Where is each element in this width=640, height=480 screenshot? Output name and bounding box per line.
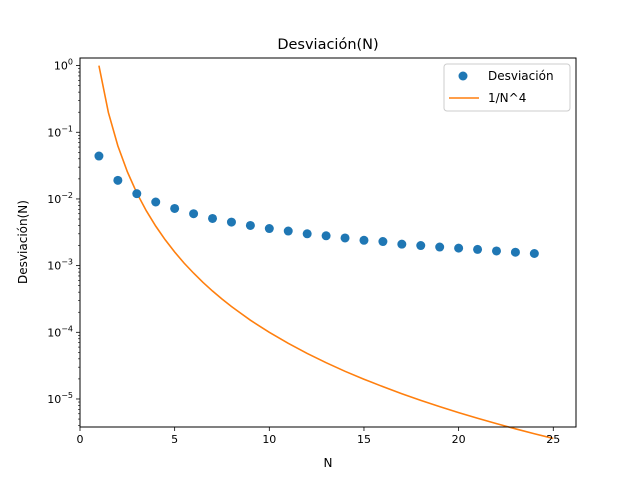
- y-tick-label: 100: [54, 58, 73, 73]
- series-line-inverse-n4: [98, 65, 554, 440]
- data-point-desviacion: [302, 229, 312, 239]
- y-tick-label: 10−2: [47, 191, 73, 206]
- data-point-desviacion: [245, 220, 255, 230]
- x-tick-label: 25: [546, 433, 560, 446]
- legend-box: [443, 63, 571, 112]
- data-point-desviacion: [340, 233, 350, 243]
- data-point-desviacion: [283, 226, 293, 236]
- chart-title: Desviación(N): [277, 37, 378, 53]
- data-point-desviacion: [491, 246, 501, 256]
- data-point-desviacion: [94, 151, 104, 161]
- y-tick-label: 10−1: [47, 124, 73, 139]
- data-point-desviacion: [321, 231, 331, 241]
- x-tick-label: 10: [262, 433, 276, 446]
- y-tick-label: 10−4: [47, 324, 73, 339]
- scatter-series-layer: [94, 151, 539, 258]
- data-point-desviacion: [454, 243, 464, 253]
- legend-marker-desviacion: [458, 71, 468, 81]
- data-point-desviacion: [435, 242, 445, 252]
- data-point-desviacion: [359, 235, 369, 245]
- legend: Desviación 1/N^4: [443, 63, 571, 112]
- data-point-desviacion: [510, 247, 520, 257]
- x-axis-label: N: [324, 456, 333, 470]
- data-point-desviacion: [189, 209, 199, 219]
- y-axis: 10−5 10−4 10−3 10−2 10−1 100: [47, 58, 80, 426]
- data-point-desviacion: [151, 197, 161, 207]
- data-point-desviacion: [170, 203, 180, 213]
- y-tick-label: 10−3: [47, 258, 73, 273]
- x-tick-label: 15: [357, 433, 371, 446]
- x-tick-label: 0: [77, 433, 84, 446]
- y-axis-label: Desviación(N): [16, 200, 30, 284]
- line-series-layer: [98, 65, 554, 440]
- y-tick-label: 10−5: [47, 391, 73, 406]
- data-point-desviacion: [208, 213, 218, 223]
- data-point-desviacion: [473, 244, 483, 254]
- data-point-desviacion: [226, 217, 236, 227]
- data-point-desviacion: [264, 224, 274, 234]
- plot-frame: [79, 57, 577, 428]
- data-point-desviacion: [378, 237, 388, 247]
- x-tick-label: 20: [452, 433, 466, 446]
- x-axis: 0 5 10 15 20 25: [77, 427, 560, 446]
- legend-label-inverse-n4: 1/N^4: [488, 91, 526, 105]
- data-point-desviacion: [397, 239, 407, 249]
- legend-label-desviacion: Desviación: [488, 69, 554, 83]
- data-point-desviacion: [113, 175, 123, 185]
- x-tick-label: 5: [171, 433, 178, 446]
- data-point-desviacion: [416, 241, 426, 251]
- data-point-desviacion: [529, 249, 539, 258]
- data-point-desviacion: [132, 189, 142, 199]
